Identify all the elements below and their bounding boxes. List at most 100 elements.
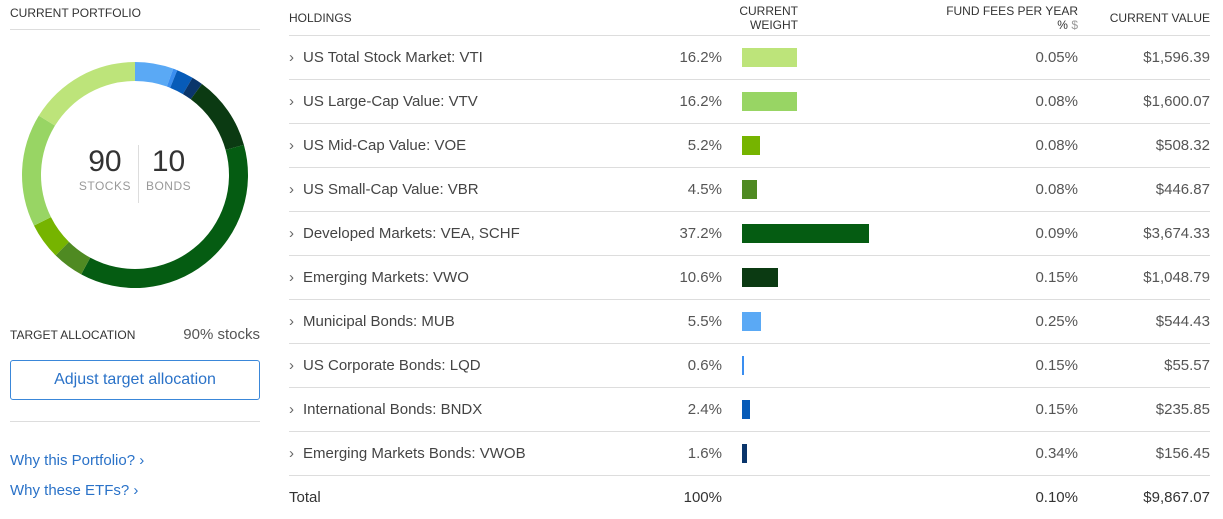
- holding-fee: 0.08%: [942, 124, 1078, 168]
- donut-segment: [135, 62, 173, 87]
- holding-weight: 16.2%: [619, 80, 722, 124]
- current-portfolio-title: CURRENT PORTFOLIO: [10, 0, 260, 30]
- bonds-percent: 10: [146, 145, 191, 179]
- holding-fee: 0.09%: [942, 212, 1078, 256]
- holding-name[interactable]: ›US Total Stock Market: VTI: [289, 36, 619, 80]
- current-value-header: CURRENT VALUE: [1078, 0, 1210, 36]
- holding-row[interactable]: ›US Corporate Bonds: LQD 0.6% 0.15% $55.…: [289, 344, 1210, 388]
- weight-bar: [742, 224, 869, 243]
- holding-name[interactable]: ›US Corporate Bonds: LQD: [289, 344, 619, 388]
- holding-value: $3,674.33: [1078, 212, 1210, 256]
- total-row: Total 100% 0.10% $9,867.07: [289, 476, 1210, 519]
- weight-bar: [742, 92, 797, 111]
- holding-name[interactable]: ›US Large-Cap Value: VTV: [289, 80, 619, 124]
- holding-row[interactable]: ›US Small-Cap Value: VBR 4.5% 0.08% $446…: [289, 168, 1210, 212]
- weight-bar: [742, 48, 797, 67]
- chevron-right-icon[interactable]: ›: [289, 225, 303, 242]
- holding-value: $544.43: [1078, 300, 1210, 344]
- current-weight-header: CURRENT WEIGHT: [619, 0, 722, 36]
- holding-value: $235.85: [1078, 388, 1210, 432]
- holding-name-label: US Corporate Bonds: LQD: [303, 357, 481, 374]
- why-this-portfolio-link[interactable]: Why this Portfolio? ›: [10, 452, 144, 469]
- stocks-percent: 90: [79, 145, 131, 179]
- chevron-right-icon[interactable]: ›: [289, 269, 303, 286]
- holding-weight: 37.2%: [619, 212, 722, 256]
- weight-bar: [742, 180, 757, 199]
- total-fee: 0.10%: [942, 476, 1078, 519]
- chevron-right-icon[interactable]: ›: [289, 49, 303, 66]
- holding-name-label: Developed Markets: VEA, SCHF: [303, 225, 520, 242]
- donut-segment: [39, 62, 135, 126]
- chevron-right-icon[interactable]: ›: [289, 181, 303, 198]
- why-these-etfs-link[interactable]: Why these ETFs? ›: [10, 482, 138, 499]
- holding-value: $1,048.79: [1078, 256, 1210, 300]
- holding-fee: 0.08%: [942, 168, 1078, 212]
- chevron-right-icon[interactable]: ›: [289, 137, 303, 154]
- holding-row[interactable]: ›US Mid-Cap Value: VOE 5.2% 0.08% $508.3…: [289, 124, 1210, 168]
- holding-name-label: Emerging Markets Bonds: VWOB: [303, 445, 526, 462]
- holding-value: $1,596.39: [1078, 36, 1210, 80]
- weight-bar: [742, 444, 747, 463]
- target-allocation-value: 90% stocks: [183, 326, 260, 343]
- chevron-right-icon[interactable]: ›: [289, 313, 303, 330]
- divider: [10, 421, 260, 422]
- holding-name[interactable]: ›US Small-Cap Value: VBR: [289, 168, 619, 212]
- holding-weight: 5.5%: [619, 300, 722, 344]
- chevron-right-icon[interactable]: ›: [289, 357, 303, 374]
- fees-dollar-toggle[interactable]: $: [1071, 18, 1078, 32]
- holding-value: $508.32: [1078, 124, 1210, 168]
- holding-fee: 0.15%: [942, 344, 1078, 388]
- holding-weight: 10.6%: [619, 256, 722, 300]
- holding-value: $1,600.07: [1078, 80, 1210, 124]
- total-value: $9,867.07: [1078, 476, 1210, 519]
- chevron-right-icon[interactable]: ›: [289, 401, 303, 418]
- current-portfolio-panel: CURRENT PORTFOLIO: [10, 0, 260, 30]
- holding-weight: 4.5%: [619, 168, 722, 212]
- holding-row[interactable]: ›Emerging Markets: VWO 10.6% 0.15% $1,04…: [289, 256, 1210, 300]
- holding-fee: 0.34%: [942, 432, 1078, 476]
- holding-row[interactable]: ›Developed Markets: VEA, SCHF 37.2% 0.09…: [289, 212, 1210, 256]
- holding-weight: 0.6%: [619, 344, 722, 388]
- donut-segment: [191, 84, 244, 150]
- holding-name-label: Emerging Markets: VWO: [303, 269, 469, 286]
- chevron-right-icon[interactable]: ›: [289, 93, 303, 110]
- holding-row[interactable]: ›US Large-Cap Value: VTV 16.2% 0.08% $1,…: [289, 80, 1210, 124]
- holding-row[interactable]: ›US Total Stock Market: VTI 16.2% 0.05% …: [289, 36, 1210, 80]
- holding-row[interactable]: ›Municipal Bonds: MUB 5.5% 0.25% $544.43: [289, 300, 1210, 344]
- fund-fees-header-label: FUND FEES PER YEAR %: [946, 4, 1078, 32]
- holding-name[interactable]: ›Emerging Markets Bonds: VWOB: [289, 432, 619, 476]
- holding-value: $156.45: [1078, 432, 1210, 476]
- stocks-label: STOCKS: [79, 179, 131, 193]
- holding-row[interactable]: ›International Bonds: BNDX 2.4% 0.15% $2…: [289, 388, 1210, 432]
- holding-weight: 5.2%: [619, 124, 722, 168]
- holding-name[interactable]: ›US Mid-Cap Value: VOE: [289, 124, 619, 168]
- fund-fees-header: FUND FEES PER YEAR % $: [942, 0, 1078, 36]
- holdings-table: HOLDINGS CURRENT WEIGHT FUND FEES PER YE…: [289, 0, 1210, 519]
- holding-weight: 1.6%: [619, 432, 722, 476]
- target-allocation-label: TARGET ALLOCATION: [10, 328, 135, 342]
- holding-name-label: International Bonds: BNDX: [303, 401, 482, 418]
- holding-name[interactable]: ›Developed Markets: VEA, SCHF: [289, 212, 619, 256]
- holding-row[interactable]: ›Emerging Markets Bonds: VWOB 1.6% 0.34%…: [289, 432, 1210, 476]
- bonds-label: BONDS: [146, 179, 191, 193]
- holding-name[interactable]: ›International Bonds: BNDX: [289, 388, 619, 432]
- holding-value: $55.57: [1078, 344, 1210, 388]
- holding-value: $446.87: [1078, 168, 1210, 212]
- holding-name-label: US Large-Cap Value: VTV: [303, 93, 478, 110]
- donut-segment: [22, 116, 55, 226]
- weight-bar: [742, 356, 744, 375]
- holding-name-label: US Small-Cap Value: VBR: [303, 181, 479, 198]
- holding-fee: 0.05%: [942, 36, 1078, 80]
- holding-name-label: Municipal Bonds: MUB: [303, 313, 455, 330]
- holding-name[interactable]: ›Emerging Markets: VWO: [289, 256, 619, 300]
- holding-name-label: US Total Stock Market: VTI: [303, 49, 483, 66]
- holding-fee: 0.08%: [942, 80, 1078, 124]
- target-allocation: TARGET ALLOCATION 90% stocks: [10, 326, 260, 343]
- holding-fee: 0.25%: [942, 300, 1078, 344]
- holding-fee: 0.15%: [942, 256, 1078, 300]
- total-weight: 100%: [619, 476, 722, 519]
- holding-name[interactable]: ›Municipal Bonds: MUB: [289, 300, 619, 344]
- adjust-target-allocation-button[interactable]: Adjust target allocation: [10, 360, 260, 400]
- chevron-right-icon[interactable]: ›: [289, 445, 303, 462]
- weight-bar: [742, 400, 750, 419]
